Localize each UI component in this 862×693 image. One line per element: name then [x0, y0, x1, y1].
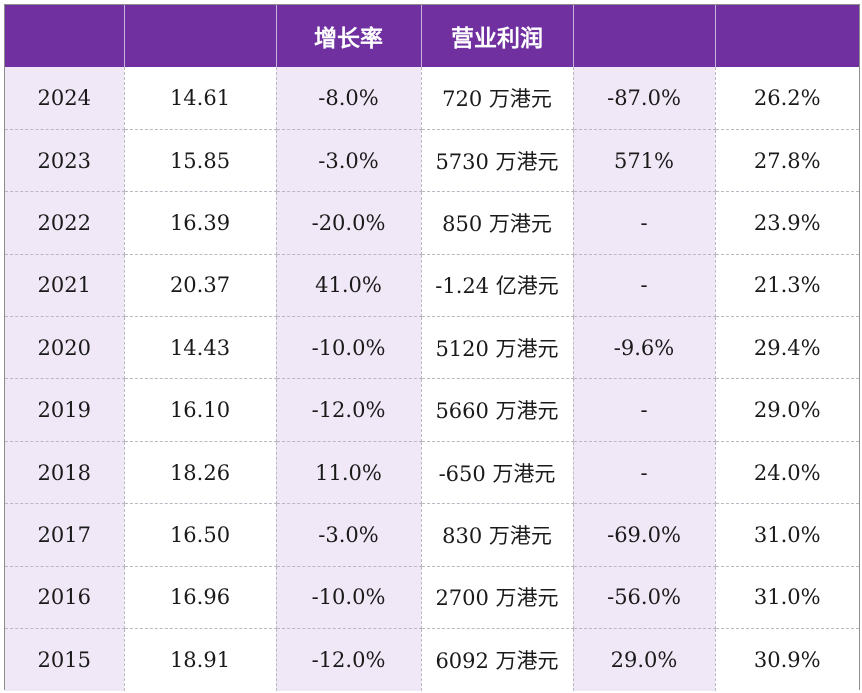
margin-cell: 27.8% — [715, 129, 859, 193]
growth-rate-cell: -3.0% — [276, 503, 422, 567]
year-cell: 2021 — [5, 254, 125, 318]
header-margin — [715, 5, 859, 67]
margin-cell: 29.4% — [715, 316, 859, 380]
table-row: 2021 20.37 41.0% -1.24 亿港元 -21.3% — [5, 254, 859, 318]
revenue-cell: 16.50 — [124, 503, 277, 567]
revenue-cell: 16.96 — [124, 566, 277, 630]
profit-change-cell: -87.0% — [573, 67, 716, 130]
year-cell: 2020 — [5, 316, 125, 380]
year-cell: 2022 — [5, 191, 125, 255]
table-row: 2017 16.50 -3.0% 830 万港元 -69.0% 31.0% — [5, 503, 859, 567]
margin-cell: 21.3% — [715, 254, 859, 318]
header-revenue — [124, 5, 277, 67]
table-row: 2015 18.91 -12.0% 6092 万港元 29.0% 30.9% — [5, 628, 859, 691]
table-row: 2024 14.61 -8.0% 720 万港元 -87.0% 26.2% — [5, 67, 859, 130]
margin-cell: 26.2% — [715, 67, 859, 130]
profit-change-cell: - — [573, 191, 716, 255]
table-row: 2022 16.39 -20.0% 850 万港元 -23.9% — [5, 191, 859, 255]
revenue-cell: 18.26 — [124, 441, 277, 505]
growth-rate-cell: -20.0% — [276, 191, 422, 255]
operating-profit-cell: 830 万港元 — [421, 503, 574, 567]
table-row: 2018 18.26 11.0% -650 万港元 -24.0% — [5, 441, 859, 505]
year-cell: 2023 — [5, 129, 125, 193]
revenue-cell: 14.61 — [124, 67, 277, 130]
header-year — [5, 5, 125, 67]
growth-rate-cell: -3.0% — [276, 129, 422, 193]
financial-table: 增长率 营业利润 2024 14.61 -8.0% 720 万港元 -87.0% 26.2… — [5, 5, 859, 691]
header-profit-change — [573, 5, 716, 67]
year-cell: 2017 — [5, 503, 125, 567]
growth-rate-cell: -12.0% — [276, 378, 422, 442]
profit-change-cell: 29.0% — [573, 628, 716, 691]
operating-profit-cell: 6092 万港元 — [421, 628, 574, 691]
profit-change-cell: 571% — [573, 129, 716, 193]
revenue-cell: 15.85 — [124, 129, 277, 193]
profit-change-cell: -56.0% — [573, 566, 716, 630]
growth-rate-cell: -12.0% — [276, 628, 422, 691]
table-row: 2023 15.85 -3.0% 5730 万港元 571% 27.8% — [5, 129, 859, 193]
operating-profit-cell: 5660 万港元 — [421, 378, 574, 442]
year-cell: 2016 — [5, 566, 125, 630]
margin-cell: 29.0% — [715, 378, 859, 442]
revenue-cell: 14.43 — [124, 316, 277, 380]
operating-profit-cell: -1.24 亿港元 — [421, 254, 574, 318]
year-cell: 2018 — [5, 441, 125, 505]
margin-cell: 23.9% — [715, 191, 859, 255]
profit-change-cell: - — [573, 441, 716, 505]
margin-cell: 31.0% — [715, 503, 859, 567]
revenue-cell: 16.39 — [124, 191, 277, 255]
year-cell: 2019 — [5, 378, 125, 442]
table-row: 2016 16.96 -10.0% 2700 万港元 -56.0% 31.0% — [5, 566, 859, 630]
operating-profit-cell: 850 万港元 — [421, 191, 574, 255]
operating-profit-cell: 720 万港元 — [421, 67, 574, 130]
header-operating-profit: 营业利润 — [421, 5, 574, 67]
profit-change-cell: - — [573, 378, 716, 442]
revenue-cell: 16.10 — [124, 378, 277, 442]
operating-profit-cell: 5730 万港元 — [421, 129, 574, 193]
growth-rate-cell: 41.0% — [276, 254, 422, 318]
table-row: 2020 14.43 -10.0% 5120 万港元 -9.6% 29.4% — [5, 316, 859, 380]
header-growth-rate: 增长率 — [276, 5, 422, 67]
operating-profit-cell: 2700 万港元 — [421, 566, 574, 630]
table-row: 2019 16.10 -12.0% 5660 万港元 -29.0% — [5, 378, 859, 442]
profit-change-cell: -9.6% — [573, 316, 716, 380]
margin-cell: 30.9% — [715, 628, 859, 691]
header-row: 增长率 营业利润 — [5, 5, 859, 67]
margin-cell: 31.0% — [715, 566, 859, 630]
operating-profit-cell: -650 万港元 — [421, 441, 574, 505]
year-cell: 2015 — [5, 628, 125, 691]
revenue-cell: 18.91 — [124, 628, 277, 691]
profit-change-cell: - — [573, 254, 716, 318]
growth-rate-cell: -10.0% — [276, 316, 422, 380]
growth-rate-cell: -10.0% — [276, 566, 422, 630]
growth-rate-cell: 11.0% — [276, 441, 422, 505]
margin-cell: 24.0% — [715, 441, 859, 505]
profit-change-cell: -69.0% — [573, 503, 716, 567]
operating-profit-cell: 5120 万港元 — [421, 316, 574, 380]
growth-rate-cell: -8.0% — [276, 67, 422, 130]
year-cell: 2024 — [5, 67, 125, 130]
revenue-cell: 20.37 — [124, 254, 277, 318]
